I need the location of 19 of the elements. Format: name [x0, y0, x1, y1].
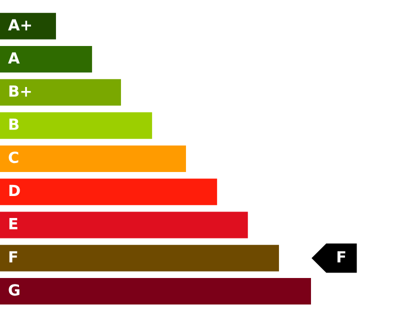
bar: [0, 12, 56, 40]
bar: [0, 79, 121, 106]
y-tick-label: B+: [9, 86, 31, 97]
y-tick-label: F: [9, 251, 18, 262]
y-tick-label: B: [9, 118, 19, 130]
bar: [0, 112, 152, 139]
y-tick-label: A: [8, 52, 20, 64]
y-tick-label: D: [9, 184, 20, 196]
y-tick-label: A+: [8, 19, 32, 30]
text: F: [338, 251, 346, 262]
y-tick-label: G: [8, 284, 20, 296]
bar: [0, 278, 311, 305]
bar: [0, 145, 186, 172]
bar: [0, 46, 92, 73]
y-tick-label: E: [9, 218, 18, 230]
bar: [0, 244, 279, 272]
y-tick-label: C: [8, 152, 18, 164]
bar: [0, 178, 218, 206]
bar: [0, 212, 248, 238]
